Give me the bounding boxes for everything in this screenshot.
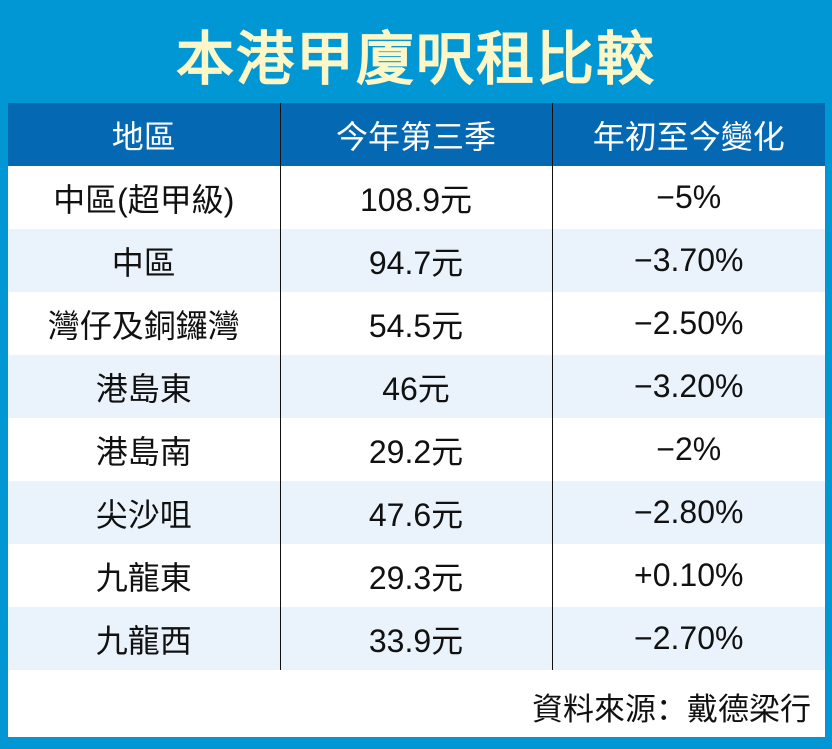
- cell-district: 灣仔及銅鑼灣: [8, 292, 280, 355]
- table-row: 港島東 46元 −3.20%: [8, 355, 825, 418]
- header-district: 地區: [8, 103, 280, 166]
- cell-district: 九龍東: [8, 544, 280, 607]
- page-title: 本港甲廈呎租比較: [175, 24, 656, 93]
- cell-q3-rent: 94.7元: [279, 229, 552, 292]
- cell-district: 九龍西: [8, 607, 280, 670]
- cell-ytd-change: +0.10%: [551, 544, 825, 607]
- cell-ytd-change: −5%: [551, 166, 825, 229]
- table-row: 港島南 29.2元 −2%: [8, 418, 825, 481]
- cell-district: 港島南: [8, 418, 280, 481]
- header-ytd-change: 年初至今變化: [551, 103, 825, 166]
- cell-ytd-change: −2.50%: [551, 292, 825, 355]
- table-row: 九龍西 33.9元 −2.70%: [8, 607, 825, 670]
- cell-ytd-change: −2%: [551, 418, 825, 481]
- table-row: 中區(超甲級) 108.9元 −5%: [8, 166, 825, 229]
- cell-q3-rent: 47.6元: [279, 481, 552, 544]
- rent-comparison-panel: 地區 今年第三季 年初至今變化 中區(超甲級) 108.9元 −5% 中區 94…: [8, 103, 825, 737]
- cell-district: 港島東: [8, 355, 280, 418]
- cell-q3-rent: 54.5元: [279, 292, 552, 355]
- cell-district: 尖沙咀: [8, 481, 280, 544]
- cell-q3-rent: 29.2元: [279, 418, 552, 481]
- rent-table: 地區 今年第三季 年初至今變化 中區(超甲級) 108.9元 −5% 中區 94…: [8, 103, 825, 670]
- source-note: 資料來源：戴德梁行: [532, 692, 811, 728]
- table-row: 灣仔及銅鑼灣 54.5元 −2.50%: [8, 292, 825, 355]
- cell-district: 中區(超甲級): [8, 166, 280, 229]
- cell-district: 中區: [8, 229, 280, 292]
- cell-q3-rent: 29.3元: [279, 544, 552, 607]
- header-q3-rent: 今年第三季: [279, 103, 552, 166]
- table-row: 九龍東 29.3元 +0.10%: [8, 544, 825, 607]
- table-row: 中區 94.7元 −3.70%: [8, 229, 825, 292]
- cell-ytd-change: −2.80%: [551, 481, 825, 544]
- cell-q3-rent: 108.9元: [279, 166, 552, 229]
- cell-ytd-change: −3.70%: [551, 229, 825, 292]
- cell-q3-rent: 46元: [279, 355, 552, 418]
- cell-ytd-change: −3.20%: [551, 355, 825, 418]
- cell-ytd-change: −2.70%: [551, 607, 825, 670]
- table-row: 尖沙咀 47.6元 −2.80%: [8, 481, 825, 544]
- cell-q3-rent: 33.9元: [279, 607, 552, 670]
- table-header-row: 地區 今年第三季 年初至今變化: [8, 103, 825, 166]
